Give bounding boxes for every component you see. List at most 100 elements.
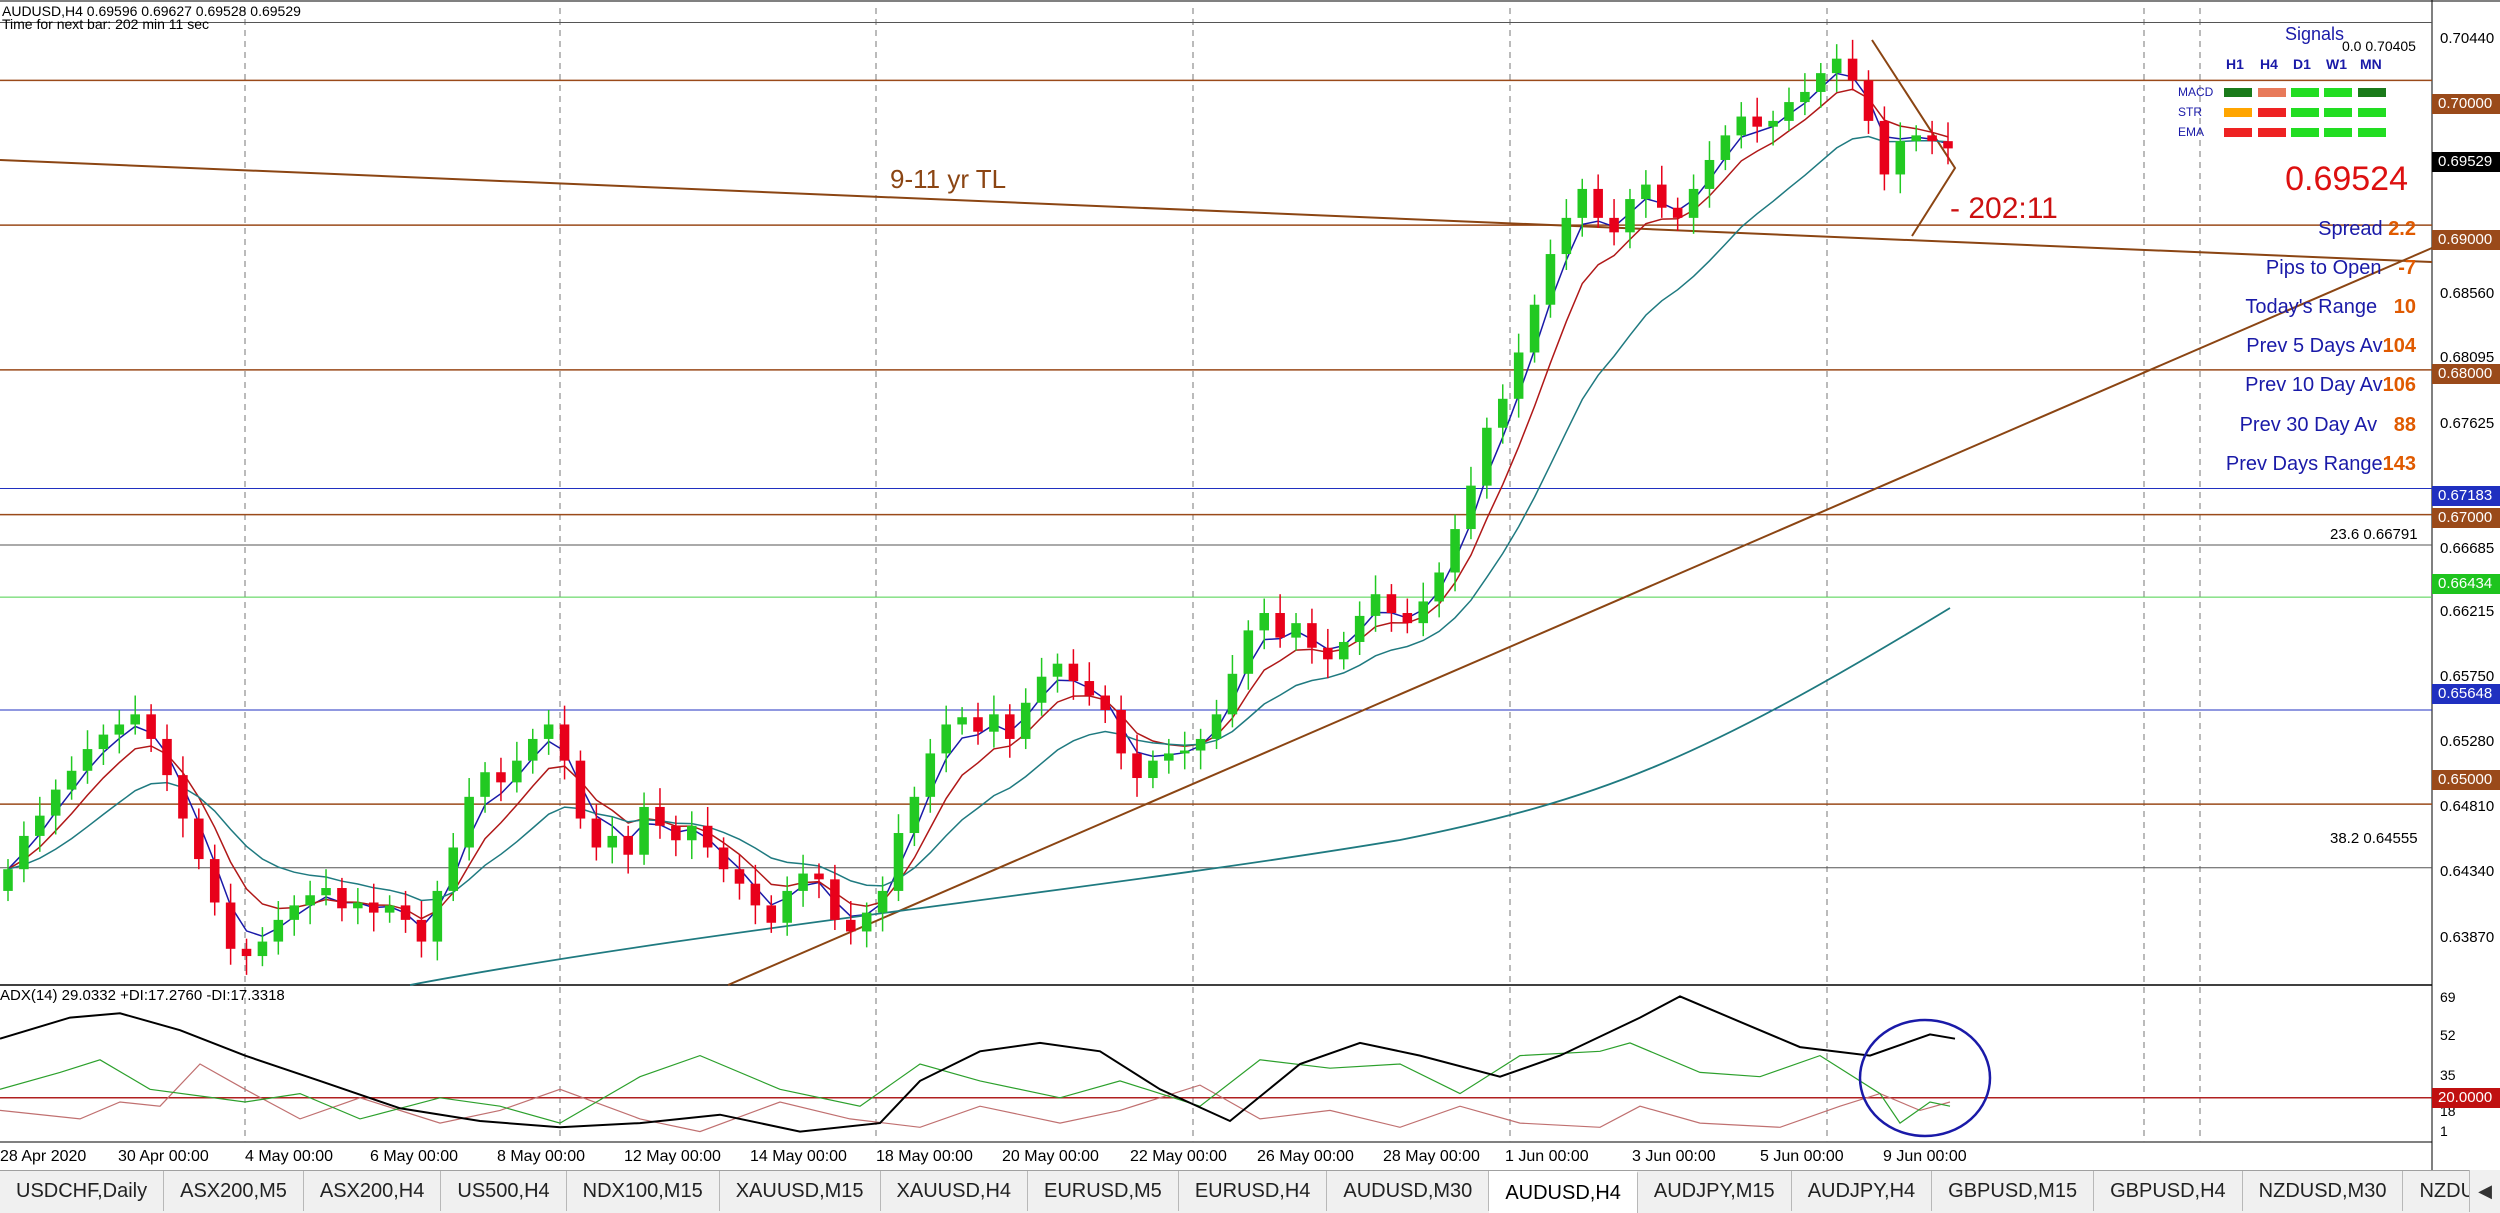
candle-body [575,760,586,819]
chart-tab[interactable]: EURUSD,H4 [1179,1171,1328,1211]
candle [1307,608,1317,664]
price-tick: 0.68560 [2440,285,2495,302]
chevron-left-icon[interactable]: ◀ [2469,1170,2500,1212]
chart-tab[interactable]: ASX200,H4 [304,1171,442,1211]
candle-body [607,835,618,848]
candle-body [1052,663,1063,677]
chart-tab[interactable]: AUDUSD,M30 [1327,1171,1490,1211]
adx-indicator-pane [0,995,2432,1138]
candle [241,938,252,975]
candle [1052,653,1063,693]
candle [480,762,490,813]
prev-10-day-value: 106 [2382,374,2416,396]
sma-long-line [409,607,1951,986]
chart-tab[interactable]: USDCHF,Daily [0,1171,165,1211]
candle [1370,575,1381,632]
candle-body [1704,159,1715,189]
signals-title: Signals [2285,24,2345,44]
candle [337,877,347,922]
date-tick: 4 May 00:00 [245,1148,334,1165]
candle-body [1784,102,1794,121]
candle [989,695,999,748]
candle [384,895,395,923]
candle-body [1466,485,1476,530]
candle [1243,620,1254,690]
candle-body [178,775,188,819]
candle [1529,294,1540,363]
candle-body [814,873,824,880]
candle-body [1545,254,1556,305]
candle-body [1291,623,1301,638]
candle-body [400,905,411,920]
chart-tab[interactable]: AUDUSD,H4 [1489,1171,1638,1213]
candle-body [1068,663,1079,682]
price-tick: 0.65280 [2440,733,2495,750]
candle [432,880,443,961]
prev-days-range-row: Prev Days Range143 [2226,453,2416,476]
candle [846,901,856,945]
candle [1879,106,1890,191]
prev-5-days-value: 104 [2382,335,2416,357]
chart-tab[interactable]: ASX200,M5 [164,1171,304,1211]
chart-tab[interactable]: GBPUSD,H4 [2094,1171,2243,1211]
candle-body [925,753,936,797]
candle-body [464,796,474,848]
date-tick: 20 May 00:00 [1002,1148,1099,1165]
candle-body [225,902,236,949]
date-tick: 8 May 00:00 [497,1148,586,1165]
signal-cell [2324,108,2352,117]
candle [655,788,665,839]
candle [1005,704,1015,758]
price-tick: 0.67625 [2440,415,2495,432]
candle-body [989,714,999,732]
candle-body [1179,750,1190,754]
candle [464,778,474,861]
candle-body [1943,141,1953,149]
chart-tab[interactable]: US500,H4 [441,1171,567,1211]
candle-body [1259,613,1269,631]
candle-body [1497,398,1508,428]
candle-body [512,760,522,783]
chart-tab[interactable]: AUDJPY,M15 [1638,1171,1792,1211]
candle [305,880,315,925]
candle [1338,631,1349,670]
signal-row-label: EMA [2178,125,2205,139]
chart-tab[interactable]: XAUUSD,M15 [720,1171,881,1211]
candle-body [241,948,252,957]
signal-cell [2358,108,2386,117]
signal-timeframe: H1 [2226,56,2244,72]
price-badge: 0.69000 [2432,230,2500,250]
date-tick: 26 May 00:00 [1257,1148,1354,1165]
todays-range-label: Today's Range [2245,296,2378,318]
candle-body [1752,116,1762,127]
candle-body [1561,217,1572,255]
candle-body [50,789,61,816]
candle [1482,417,1492,499]
candle [1688,174,1699,234]
chart-tab[interactable]: NDX100,M15 [567,1171,720,1211]
candle [1545,239,1556,318]
chart-tab[interactable]: EURUSD,M5 [1028,1171,1179,1211]
candle [925,738,936,813]
candle-body [1243,630,1254,674]
chart-tab[interactable]: GBPUSD,M15 [1932,1171,2095,1211]
candle [209,844,220,916]
date-tick: 5 Jun 00:00 [1760,1148,1844,1165]
candle [400,890,411,933]
chart-tab[interactable]: XAUUSD,H4 [881,1171,1029,1211]
candle-body [146,714,156,739]
chart-grid [0,0,2500,1170]
candle [130,695,140,735]
candle [162,724,172,792]
candle [607,817,618,864]
chart-tab[interactable]: NZDUSD,M30 [2243,1171,2404,1211]
candle-body [1736,116,1747,136]
candle [671,815,681,857]
candle-body [480,772,490,797]
candle [82,730,93,784]
candle-body [957,717,967,725]
chart-tab[interactable]: AUDJPY,H4 [1792,1171,1933,1211]
candle [750,864,761,925]
candle-body [702,825,713,848]
